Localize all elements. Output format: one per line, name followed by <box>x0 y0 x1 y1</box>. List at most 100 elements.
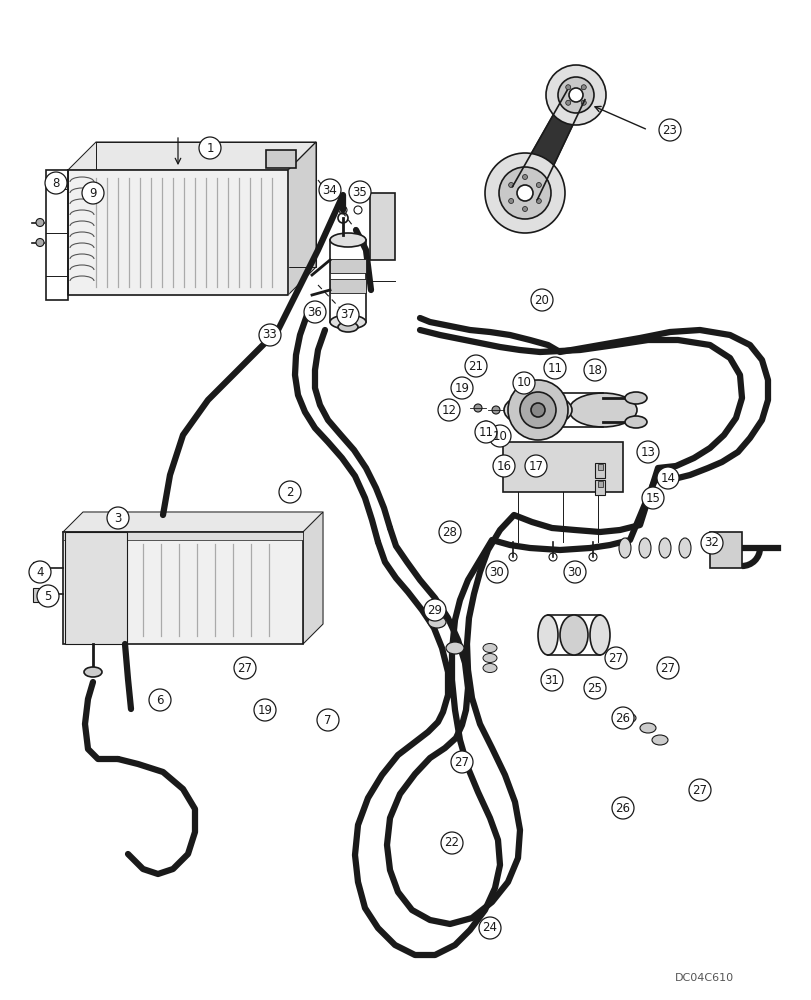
Circle shape <box>536 199 541 204</box>
Circle shape <box>316 709 338 731</box>
Circle shape <box>517 185 532 201</box>
Text: 36: 36 <box>307 306 322 318</box>
Text: 13: 13 <box>640 446 654 458</box>
Text: 5: 5 <box>45 589 52 602</box>
Circle shape <box>540 669 562 691</box>
Text: 23: 23 <box>662 124 676 137</box>
Text: 1: 1 <box>206 142 213 155</box>
Circle shape <box>349 181 371 203</box>
Polygon shape <box>68 170 288 295</box>
Circle shape <box>319 179 341 201</box>
Text: 18: 18 <box>587 363 602 376</box>
Circle shape <box>82 182 104 204</box>
Text: 14: 14 <box>659 472 675 485</box>
Circle shape <box>525 455 547 477</box>
Circle shape <box>337 304 358 326</box>
Ellipse shape <box>560 615 587 655</box>
Circle shape <box>700 532 722 554</box>
Bar <box>597 464 603 470</box>
Text: 27: 27 <box>607 652 623 664</box>
Bar <box>329 259 366 273</box>
Circle shape <box>303 301 325 323</box>
Polygon shape <box>96 142 315 267</box>
Text: 10: 10 <box>492 430 507 442</box>
Bar <box>594 463 604 478</box>
Polygon shape <box>68 142 315 170</box>
Circle shape <box>478 917 500 939</box>
Bar <box>63 532 303 540</box>
Ellipse shape <box>337 322 358 332</box>
Text: 16: 16 <box>496 460 511 473</box>
Circle shape <box>45 172 67 194</box>
Circle shape <box>488 425 510 447</box>
Text: 27: 27 <box>237 662 252 674</box>
Text: 8: 8 <box>52 177 60 190</box>
Text: 26: 26 <box>615 801 629 814</box>
Circle shape <box>656 467 678 489</box>
Text: 9: 9 <box>89 187 97 200</box>
Ellipse shape <box>659 538 670 558</box>
Bar <box>370 193 394 260</box>
Circle shape <box>508 183 513 188</box>
Bar <box>46 170 68 300</box>
Ellipse shape <box>620 713 635 723</box>
Text: 35: 35 <box>352 186 367 199</box>
Circle shape <box>530 403 544 417</box>
Text: 28: 28 <box>442 526 457 538</box>
Bar <box>65 532 127 644</box>
Ellipse shape <box>483 644 496 652</box>
Bar <box>63 532 303 644</box>
Text: 30: 30 <box>489 566 504 578</box>
Circle shape <box>36 219 44 227</box>
Ellipse shape <box>445 642 463 654</box>
Text: 19: 19 <box>454 381 469 394</box>
Ellipse shape <box>329 233 366 247</box>
Text: 25: 25 <box>587 682 602 694</box>
Circle shape <box>583 359 605 381</box>
Bar <box>502 442 622 492</box>
Text: 2: 2 <box>286 486 294 498</box>
Circle shape <box>439 521 461 543</box>
Text: 6: 6 <box>156 694 164 706</box>
Ellipse shape <box>427 616 445 628</box>
Ellipse shape <box>624 392 646 404</box>
Text: 30: 30 <box>567 566 581 578</box>
Circle shape <box>486 561 508 583</box>
Circle shape <box>513 372 534 394</box>
Text: 34: 34 <box>322 184 337 197</box>
Circle shape <box>565 85 570 90</box>
Text: 4: 4 <box>36 566 44 578</box>
Text: 29: 29 <box>427 603 442 616</box>
Bar <box>266 150 296 168</box>
Circle shape <box>492 455 514 477</box>
Text: 19: 19 <box>257 704 272 716</box>
Circle shape <box>440 832 462 854</box>
Ellipse shape <box>569 393 636 427</box>
Circle shape <box>536 183 541 188</box>
Ellipse shape <box>504 393 571 427</box>
Ellipse shape <box>84 667 102 677</box>
Circle shape <box>465 355 487 377</box>
Text: 22: 22 <box>444 836 459 849</box>
Circle shape <box>557 77 594 113</box>
Circle shape <box>450 751 473 773</box>
Circle shape <box>543 357 565 379</box>
Ellipse shape <box>624 416 646 428</box>
Ellipse shape <box>483 664 496 672</box>
Text: 11: 11 <box>478 426 493 438</box>
Circle shape <box>519 392 556 428</box>
Text: 3: 3 <box>114 512 122 524</box>
Ellipse shape <box>483 654 496 662</box>
Circle shape <box>474 404 482 412</box>
Circle shape <box>508 380 568 440</box>
Circle shape <box>148 689 171 711</box>
Circle shape <box>581 100 586 105</box>
Circle shape <box>656 657 678 679</box>
Circle shape <box>689 779 710 801</box>
Ellipse shape <box>590 615 609 655</box>
Ellipse shape <box>678 538 690 558</box>
Bar <box>33 562 45 576</box>
Circle shape <box>254 699 276 721</box>
Circle shape <box>491 406 500 414</box>
Circle shape <box>482 421 489 429</box>
